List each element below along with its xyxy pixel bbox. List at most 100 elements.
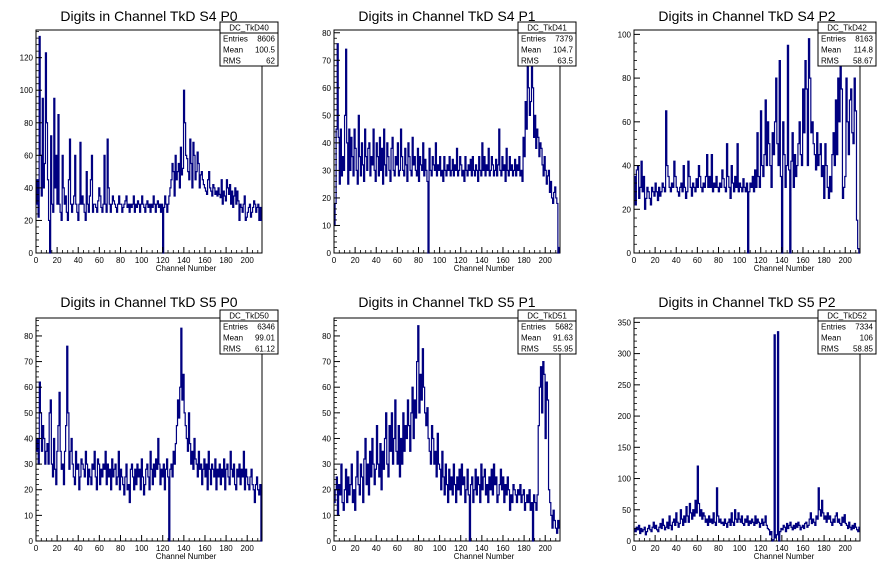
- stats-entries-label: Entries: [521, 323, 546, 332]
- stats-name: DC_TkD52: [827, 312, 867, 321]
- x-tick-label: 20: [351, 256, 360, 265]
- stats-entries-value: 8606: [257, 35, 275, 44]
- x-tick-label: 40: [372, 544, 381, 553]
- y-tick-label: 100: [618, 30, 632, 39]
- y-tick-label: 20: [322, 194, 331, 203]
- y-tick-label: 120: [20, 54, 34, 63]
- plot-frame: [333, 317, 561, 542]
- y-tick-label: 200: [618, 412, 632, 421]
- histogram-panel-4: Digits in Channel TkD S5 P10 20 40 60 80 100 1…: [322, 294, 577, 561]
- stats-rms-value: 58.67: [853, 57, 874, 66]
- stats-mean-value: 91.63: [553, 334, 574, 343]
- stats-box: [817, 309, 877, 355]
- x-tick-label: 140: [475, 544, 489, 553]
- x-tick-label: 20: [53, 256, 62, 265]
- x-tick-label: 140: [177, 544, 191, 553]
- y-tick-label: 80: [622, 74, 631, 83]
- x-tick-label: 200: [539, 544, 553, 553]
- y-tick-label: 100: [20, 86, 34, 95]
- x-tick-label: 100: [733, 544, 747, 553]
- x-tick-label: 180: [817, 544, 831, 553]
- stats-rms-label: RMS: [223, 57, 241, 66]
- histogram-line: [634, 331, 860, 542]
- x-tick-label: 40: [672, 544, 681, 553]
- x-tick-label: 160: [796, 256, 810, 265]
- y-tick-label: 40: [622, 162, 631, 171]
- stats-mean-value: 99.01: [255, 334, 276, 343]
- stats-mean-label: Mean: [821, 334, 841, 343]
- x-tick-label: 80: [116, 544, 125, 553]
- stats-name: DC_TkD50: [229, 312, 269, 321]
- histogram-line: [36, 327, 262, 542]
- x-tick-label: 20: [651, 544, 660, 553]
- x-tick-label: 80: [714, 544, 723, 553]
- stats-entries-label: Entries: [821, 323, 846, 332]
- x-tick-label: 40: [372, 256, 381, 265]
- stats-entries-value: 5682: [555, 323, 573, 332]
- histogram-panel-3: Digits in Channel TkD S5 P00 20 40 60 80 100 1…: [24, 294, 279, 561]
- x-tick-label: 160: [796, 544, 810, 553]
- histogram-line: [334, 43, 560, 254]
- y-tick-label: 50: [322, 111, 331, 120]
- x-tick-label: 0: [332, 256, 337, 265]
- x-tick-label: 200: [241, 544, 255, 553]
- y-tick-label: 80: [322, 332, 331, 341]
- y-tick-label: 350: [618, 318, 632, 327]
- x-tick-label: 80: [714, 256, 723, 265]
- stats-box: [517, 309, 577, 355]
- histogram-line: [36, 35, 262, 254]
- y-tick-label: 60: [622, 118, 631, 127]
- histogram-panel-1: Digits in Channel TkD S4 P10 20 40 60 80 100 1…: [322, 8, 577, 273]
- stats-entries-label: Entries: [223, 35, 248, 44]
- y-tick-label: 40: [322, 139, 331, 148]
- y-tick-label: 70: [322, 358, 331, 367]
- chart-title: Digits in Channel TkD S5 P1: [358, 294, 535, 310]
- x-tick-label: 60: [95, 544, 104, 553]
- stats-box: [817, 21, 877, 67]
- y-tick-label: 300: [618, 350, 632, 359]
- x-tick-label: 140: [475, 256, 489, 265]
- x-axis-label: Channel Number: [454, 264, 515, 273]
- y-tick-label: 60: [24, 383, 33, 392]
- x-axis-label: Channel Number: [754, 552, 815, 561]
- histogram-line: [334, 325, 560, 542]
- plot-frame: [333, 29, 561, 254]
- y-tick-label: 150: [618, 443, 632, 452]
- stats-rms-value: 62: [266, 57, 275, 66]
- plot-frame: [35, 29, 263, 254]
- x-tick-label: 180: [219, 256, 233, 265]
- stats-entries-label: Entries: [223, 323, 248, 332]
- x-tick-label: 20: [351, 544, 360, 553]
- y-tick-label: 80: [322, 29, 331, 38]
- plot-frame: [35, 317, 263, 542]
- stats-name: DC_TkD42: [827, 24, 867, 33]
- x-tick-label: 100: [433, 544, 447, 553]
- histogram-panel-2: Digits in Channel TkD S4 P2 0 20 40 60 80 100 1…: [618, 8, 877, 273]
- x-tick-label: 100: [135, 544, 149, 553]
- stats-rms-value: 63.5: [557, 57, 573, 66]
- histogram-line: [634, 38, 860, 254]
- y-tick-label: 40: [24, 434, 33, 443]
- x-tick-label: 0: [34, 544, 39, 553]
- stats-name: DC_TkD51: [527, 312, 567, 321]
- y-tick-label: 0: [627, 537, 632, 546]
- chart-title: Digits in Channel TkD S4 P1: [358, 8, 535, 24]
- x-tick-label: 200: [839, 544, 853, 553]
- stats-entries-value: 7379: [555, 35, 573, 44]
- y-tick-label: 0: [29, 249, 34, 258]
- x-tick-label: 20: [651, 256, 660, 265]
- x-tick-label: 160: [496, 544, 510, 553]
- y-tick-label: 60: [322, 84, 331, 93]
- stats-entries-value: 7334: [855, 323, 873, 332]
- stats-entries-value: 8163: [855, 35, 873, 44]
- x-tick-label: 40: [74, 256, 83, 265]
- y-tick-label: 250: [618, 381, 632, 390]
- y-tick-label: 70: [322, 56, 331, 65]
- x-tick-label: 100: [733, 256, 747, 265]
- x-tick-label: 120: [454, 256, 468, 265]
- x-tick-label: 0: [632, 256, 637, 265]
- x-tick-label: 200: [241, 256, 255, 265]
- y-tick-label: 80: [24, 332, 33, 341]
- x-tick-label: 100: [135, 256, 149, 265]
- stats-box: [219, 21, 279, 67]
